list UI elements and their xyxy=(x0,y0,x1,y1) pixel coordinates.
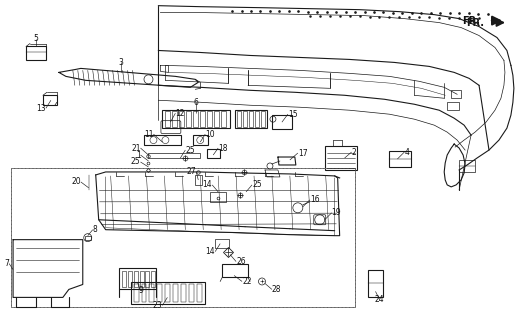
Bar xyxy=(193,111,198,127)
Bar xyxy=(243,111,247,127)
Bar xyxy=(133,270,138,287)
Bar xyxy=(272,115,292,129)
Bar xyxy=(133,284,139,302)
Bar xyxy=(222,264,248,277)
Bar xyxy=(186,111,192,127)
Bar xyxy=(152,270,156,287)
Text: 15: 15 xyxy=(288,110,297,119)
Text: 25: 25 xyxy=(185,146,195,155)
Bar xyxy=(145,270,149,287)
Text: 26: 26 xyxy=(236,257,245,266)
Bar xyxy=(200,111,205,127)
Text: 4: 4 xyxy=(404,148,409,156)
Bar xyxy=(121,270,126,287)
Bar xyxy=(221,111,226,127)
Text: FR.: FR. xyxy=(466,18,484,28)
Bar xyxy=(119,268,156,289)
Text: 2: 2 xyxy=(351,148,357,156)
Text: 9: 9 xyxy=(138,286,143,295)
Bar xyxy=(261,111,265,127)
Text: 20: 20 xyxy=(71,177,81,187)
Text: 28: 28 xyxy=(272,285,281,294)
Bar xyxy=(173,284,179,302)
Bar xyxy=(11,168,354,307)
Bar xyxy=(144,135,181,145)
Bar xyxy=(142,284,146,302)
Bar xyxy=(85,236,91,240)
Bar xyxy=(189,284,194,302)
Text: 22: 22 xyxy=(242,277,252,286)
Text: 19: 19 xyxy=(332,208,342,217)
Bar xyxy=(447,102,459,110)
Text: 25: 25 xyxy=(131,157,141,166)
Bar xyxy=(193,135,208,145)
Bar xyxy=(389,151,412,167)
Bar xyxy=(451,90,461,98)
Bar xyxy=(214,111,219,127)
Bar xyxy=(11,168,354,307)
Text: 10: 10 xyxy=(205,130,215,139)
Bar xyxy=(367,269,384,297)
Bar xyxy=(181,284,186,302)
Bar xyxy=(157,284,162,302)
Bar xyxy=(148,153,200,158)
Bar xyxy=(215,239,229,248)
Bar xyxy=(197,284,202,302)
Text: 18: 18 xyxy=(218,144,228,153)
Bar xyxy=(210,192,226,202)
Text: 21: 21 xyxy=(131,144,141,153)
Bar xyxy=(43,95,57,105)
Text: 23: 23 xyxy=(153,301,162,310)
Bar xyxy=(128,270,131,287)
Text: 3: 3 xyxy=(118,58,123,67)
Text: 25: 25 xyxy=(252,180,262,189)
Bar xyxy=(26,46,46,60)
Bar xyxy=(459,160,475,172)
Bar xyxy=(195,175,202,185)
Bar xyxy=(131,283,205,304)
Text: 14: 14 xyxy=(202,180,212,189)
Bar xyxy=(166,111,170,127)
Text: 1: 1 xyxy=(136,150,141,160)
Text: 11: 11 xyxy=(144,130,154,139)
Bar xyxy=(166,284,170,302)
Bar xyxy=(249,111,253,127)
Bar xyxy=(180,111,184,127)
Text: 14: 14 xyxy=(206,247,215,256)
Bar xyxy=(325,146,357,170)
Text: 27: 27 xyxy=(187,167,196,176)
Text: 8: 8 xyxy=(93,225,98,234)
Bar xyxy=(207,111,212,127)
Bar xyxy=(255,111,259,127)
Text: 13: 13 xyxy=(36,104,46,113)
Bar xyxy=(162,110,230,128)
Bar xyxy=(140,270,144,287)
Text: 5: 5 xyxy=(34,34,38,43)
Text: 6: 6 xyxy=(194,98,199,107)
Bar xyxy=(237,111,241,127)
Text: 12: 12 xyxy=(175,109,185,118)
Bar xyxy=(172,111,177,127)
Text: 16: 16 xyxy=(310,195,319,204)
Bar xyxy=(149,284,155,302)
Text: 24: 24 xyxy=(375,295,384,304)
Text: 17: 17 xyxy=(298,148,307,157)
Text: FR.: FR. xyxy=(462,16,480,26)
Text: 7: 7 xyxy=(4,259,9,268)
Bar xyxy=(235,110,267,128)
Bar xyxy=(207,149,220,158)
